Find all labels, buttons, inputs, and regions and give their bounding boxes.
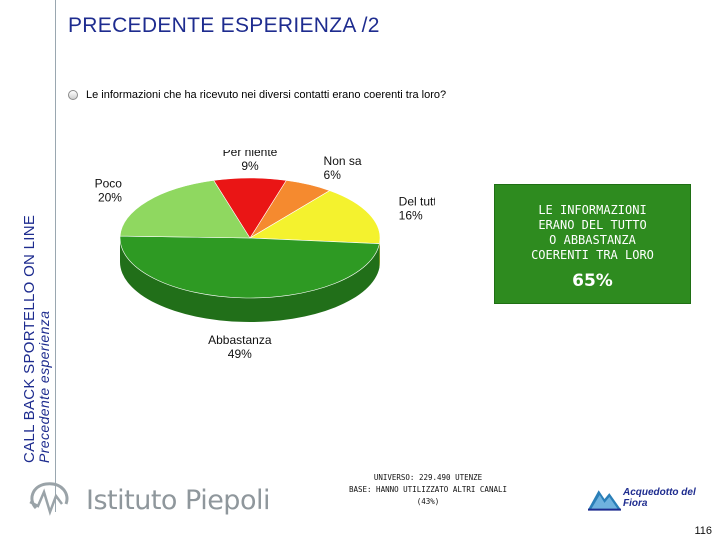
value-label-del-tutto: 16%	[399, 208, 423, 222]
label-del-tutto: Del tutto	[399, 194, 435, 208]
brand-left-text: Istituto Piepoli	[86, 484, 270, 516]
pie-slice-per-niente	[213, 177, 287, 239]
pie-side-abbastanza	[120, 238, 380, 323]
page-title: PRECEDENTE ESPERIENZA /2	[68, 14, 380, 37]
question-text: Le informazioni che ha ricevuto nei dive…	[86, 89, 447, 101]
pie-slice-abbastanza	[119, 235, 380, 299]
pie-side-walls	[120, 238, 380, 323]
value-label-non-sa: 6%	[324, 168, 342, 182]
bullet-icon	[68, 90, 78, 100]
mountain-logo-icon	[588, 490, 621, 511]
sidebar-divider	[55, 0, 56, 512]
question: Le informazioni che ha ricevuto nei dive…	[68, 89, 446, 101]
sidebar: CALL BACK SPORTELLO ON LINE Precedente e…	[0, 0, 55, 512]
pie-slice-poco	[119, 180, 251, 239]
label-per-niente: Per niente	[223, 150, 278, 159]
pie-slice-del-tutto	[248, 190, 381, 244]
value-label-per-niente: 9%	[241, 159, 259, 173]
footer-bar	[0, 512, 720, 540]
acquedotto-logo: Acquedotto del Fiora	[588, 484, 720, 512]
universe-line-3: (43%)	[416, 497, 440, 506]
label-non-sa: Non sa	[324, 154, 362, 168]
value-label-abbastanza: 49%	[228, 347, 252, 361]
callout-text: LE INFORMAZIONI ERANO DEL TUTTO O ABBAST…	[531, 203, 654, 262]
sidebar-subtitle: Precedente esperienza	[36, 310, 52, 463]
label-poco: Poco	[95, 177, 123, 191]
label-abbastanza: Abbastanza	[208, 333, 272, 347]
callout-value: 65%	[572, 271, 613, 291]
page-number: 116	[694, 525, 712, 537]
istituto-piepoli-logo: Istituto Piepoli	[22, 478, 270, 522]
universe-note: UNIVERSO: 229.490 UTENZE BASE: HANNO UTI…	[338, 472, 518, 508]
brand-right-text: Acquedotto del Fiora	[622, 487, 696, 509]
piepoli-emblem-icon	[29, 482, 69, 516]
pie-side-del-tutto	[379, 238, 380, 268]
summary-callout: LE INFORMAZIONI ERANO DEL TUTTO O ABBAST…	[494, 184, 691, 304]
value-label-poco: 20%	[98, 191, 122, 205]
universe-line-1: UNIVERSO: 229.490 UTENZE	[373, 473, 483, 482]
universe-line-2: BASE: HANNO UTILIZZATO ALTRI CANALI	[348, 485, 508, 494]
